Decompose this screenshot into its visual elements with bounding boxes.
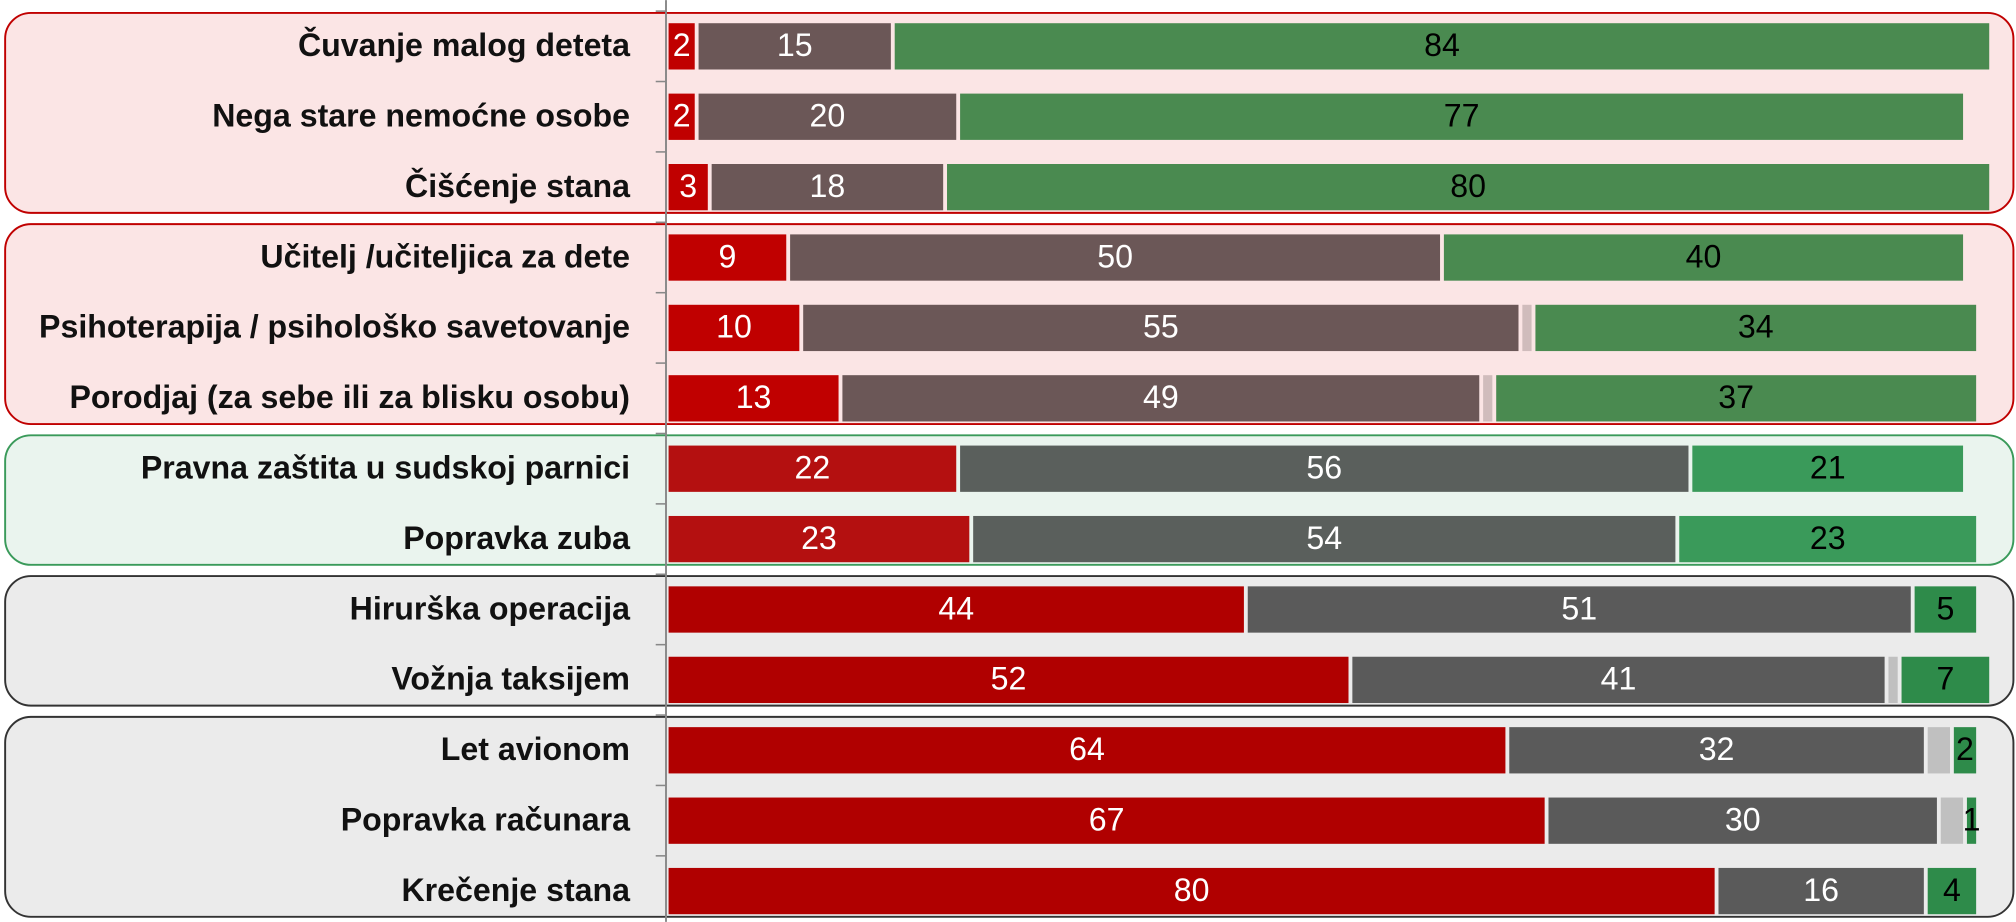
value-label: 54 [1306,520,1342,556]
bar-segment [1888,656,1898,704]
value-label: 49 [1143,379,1179,415]
category-label: Čuvanje malog deteta [298,27,631,63]
bar-segment [668,727,1506,774]
category-label: Nega stare nemoćne osobe [212,98,630,134]
category-label: Krečenje stana [401,872,631,908]
category-label: Pravna zaštita u sudskoj parnici [141,449,630,485]
bar-segment [1953,727,1977,774]
bar-segment [668,164,708,211]
bar-segment [698,93,957,140]
value-label: 30 [1725,801,1761,837]
bar-segment [668,93,695,140]
bar-segment [668,867,1715,915]
value-label: 3 [679,168,697,204]
bar-segment [803,304,1519,352]
value-label: 56 [1306,449,1342,485]
bar-segment [1914,586,1977,633]
value-label: 15 [777,27,813,63]
bar-segment [1927,727,1950,774]
category-label: Čišćenje stana [405,168,631,204]
bar-segment [668,234,787,281]
bar-segment [668,586,1244,633]
category-label: Porodjaj (za sebe ili za blisku osobu) [69,379,630,415]
bar-segment [960,93,1964,140]
value-label: 50 [1097,238,1133,274]
value-label: 37 [1718,379,1754,415]
bar-segment [1692,445,1964,492]
value-label: 67 [1089,801,1125,837]
value-label: 34 [1738,309,1774,345]
value-label: 41 [1601,661,1637,697]
bar-segment [1509,727,1924,774]
category-label: Let avionom [441,731,630,767]
bar-segment [668,656,1349,704]
bar-segment [1966,797,1977,844]
value-label: 13 [736,379,772,415]
bar-segment [1522,304,1532,352]
bar-segment [1679,515,1977,563]
category-label: Popravka zuba [403,520,631,556]
category-label: Psihoterapija / psihološko savetovanje [39,309,630,345]
bar-segment [698,23,891,70]
value-label: 23 [1810,520,1846,556]
value-label: 77 [1444,98,1480,134]
bar-segment [1352,656,1885,704]
value-label: 51 [1561,590,1597,626]
value-label: 84 [1424,27,1460,63]
bar-segment [1718,867,1924,915]
bar-segment [1535,304,1977,352]
bar-segment [960,445,1689,492]
value-label: 22 [795,449,831,485]
value-label: 80 [1174,872,1210,908]
value-label: 23 [801,520,837,556]
bar-segment [668,375,839,422]
value-label: 55 [1143,309,1179,345]
bar-segment [668,515,970,563]
value-label: 52 [991,661,1027,697]
value-label: 80 [1450,168,1486,204]
value-label: 40 [1686,238,1722,274]
value-label: 9 [718,238,736,274]
value-label: 7 [1936,661,1954,697]
bar-segment [1483,375,1493,422]
value-label: 21 [1810,449,1846,485]
bar-segment [711,164,944,211]
value-label: 18 [810,168,846,204]
bar-segment [668,23,695,70]
bar-segment [1247,586,1911,633]
value-label: 16 [1803,872,1839,908]
bar-segment [668,797,1545,844]
bar-segment [1548,797,1937,844]
bar-segment [1927,867,1977,915]
value-label: 2 [673,27,691,63]
value-label: 4 [1943,872,1961,908]
value-label: 1 [1963,801,1981,837]
category-label: Hirurška operacija [350,590,631,626]
bar-segment [668,445,957,492]
bar-segment [1901,656,1990,704]
value-label: 32 [1699,731,1735,767]
bar-segment [973,515,1676,563]
value-label: 64 [1069,731,1105,767]
value-label: 20 [810,98,846,134]
value-label: 10 [716,309,752,345]
category-label: Vožnja taksijem [391,661,630,697]
bar-segment [842,375,1480,422]
bar-segment [668,304,800,352]
bar-segment [1496,375,1977,422]
value-label: 44 [938,590,974,626]
value-label: 2 [1956,731,1974,767]
category-label: Učitelj /učiteljica za dete [260,238,630,274]
bar-segment [947,164,1990,211]
bar-segment [790,234,1441,281]
bar-segment [1940,797,1964,844]
value-label: 2 [673,98,691,134]
bar-segment [894,23,1990,70]
value-label: 5 [1936,590,1954,626]
category-label: Popravka računara [341,801,631,837]
bar-segment [1443,234,1964,281]
